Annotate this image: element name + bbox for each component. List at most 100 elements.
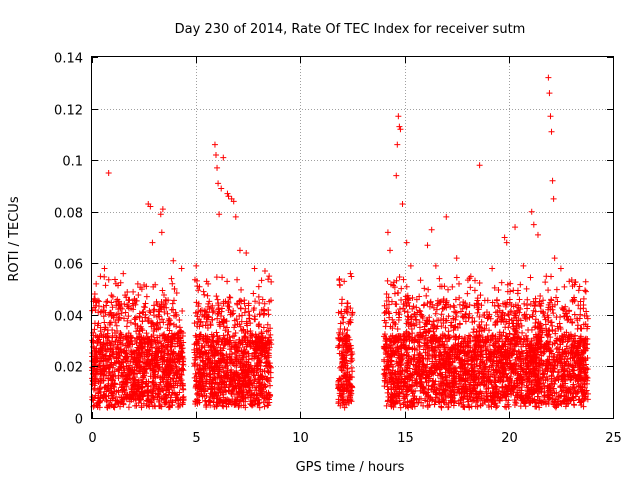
data-point bbox=[114, 398, 121, 405]
data-point bbox=[471, 367, 478, 374]
data-point bbox=[163, 304, 170, 311]
data-point bbox=[505, 324, 512, 331]
data-point bbox=[518, 387, 525, 394]
data-point bbox=[93, 299, 100, 306]
data-point bbox=[91, 320, 98, 327]
data-point bbox=[114, 310, 121, 317]
data-point bbox=[260, 324, 267, 331]
data-point bbox=[238, 375, 245, 382]
data-point bbox=[574, 322, 581, 329]
data-point bbox=[120, 363, 127, 370]
data-point bbox=[542, 362, 549, 369]
data-point bbox=[428, 333, 435, 340]
data-point bbox=[164, 356, 171, 363]
data-point bbox=[154, 359, 161, 366]
data-point bbox=[130, 288, 137, 295]
data-point bbox=[450, 327, 457, 334]
data-point bbox=[385, 294, 392, 301]
data-point bbox=[124, 342, 131, 349]
data-point bbox=[526, 314, 533, 321]
data-point bbox=[258, 381, 265, 388]
data-point bbox=[144, 359, 151, 366]
data-point bbox=[500, 356, 507, 363]
data-point bbox=[137, 392, 144, 399]
data-point bbox=[245, 380, 252, 387]
data-point bbox=[242, 349, 249, 356]
data-point bbox=[113, 322, 120, 329]
data-point bbox=[440, 377, 447, 384]
data-point bbox=[164, 362, 171, 369]
data-point bbox=[553, 403, 560, 410]
data-point bbox=[256, 311, 263, 318]
data-point bbox=[344, 365, 351, 372]
data-point bbox=[224, 278, 231, 285]
data-point bbox=[385, 301, 392, 308]
data-point bbox=[144, 336, 151, 343]
data-point bbox=[536, 404, 543, 411]
data-point bbox=[464, 277, 471, 284]
data-point bbox=[105, 276, 112, 283]
data-point bbox=[92, 332, 99, 339]
data-point bbox=[406, 383, 413, 390]
data-point bbox=[158, 385, 165, 392]
data-point bbox=[156, 393, 163, 400]
data-point bbox=[445, 344, 452, 351]
data-point bbox=[111, 404, 118, 411]
data-point bbox=[395, 368, 402, 375]
data-point bbox=[92, 370, 99, 377]
data-point bbox=[409, 294, 416, 301]
data-point bbox=[233, 353, 240, 360]
data-point bbox=[254, 355, 261, 362]
data-point bbox=[151, 337, 158, 344]
data-point bbox=[488, 381, 495, 388]
data-point bbox=[226, 303, 233, 310]
data-point bbox=[96, 333, 103, 340]
data-point bbox=[545, 287, 552, 294]
data-point bbox=[496, 374, 503, 381]
data-point bbox=[404, 368, 411, 375]
data-point bbox=[199, 343, 206, 350]
data-point bbox=[232, 330, 239, 337]
data-point bbox=[514, 355, 521, 362]
data-point bbox=[101, 319, 108, 326]
data-point bbox=[548, 372, 555, 379]
data-point bbox=[211, 344, 218, 351]
data-point bbox=[451, 308, 458, 315]
data-point bbox=[580, 305, 587, 312]
data-point bbox=[252, 316, 259, 323]
data-point bbox=[200, 370, 207, 377]
data-point bbox=[413, 304, 420, 311]
data-point bbox=[206, 361, 213, 368]
data-point bbox=[158, 403, 165, 410]
data-point bbox=[431, 324, 438, 331]
data-point bbox=[173, 353, 180, 360]
data-point bbox=[466, 310, 473, 317]
data-point bbox=[463, 303, 470, 310]
data-point bbox=[266, 399, 273, 406]
data-point bbox=[234, 276, 241, 283]
data-point bbox=[571, 311, 578, 318]
data-point bbox=[258, 386, 265, 393]
data-point bbox=[459, 313, 466, 320]
data-point bbox=[112, 372, 119, 379]
data-point bbox=[514, 307, 521, 314]
data-point bbox=[193, 309, 200, 316]
data-point bbox=[252, 384, 259, 391]
data-point bbox=[531, 302, 538, 309]
data-point bbox=[420, 346, 427, 353]
data-point bbox=[220, 352, 227, 359]
data-point bbox=[192, 399, 199, 406]
data-point bbox=[481, 325, 488, 332]
data-point bbox=[416, 319, 423, 326]
data-point bbox=[230, 375, 237, 382]
data-point bbox=[164, 321, 171, 328]
data-point bbox=[240, 392, 247, 399]
data-point bbox=[206, 347, 213, 354]
data-point bbox=[246, 387, 253, 394]
data-point bbox=[405, 330, 412, 337]
data-point bbox=[408, 313, 415, 320]
data-point bbox=[135, 399, 142, 406]
data-point bbox=[179, 394, 186, 401]
data-point bbox=[110, 341, 117, 348]
data-point bbox=[336, 282, 343, 289]
